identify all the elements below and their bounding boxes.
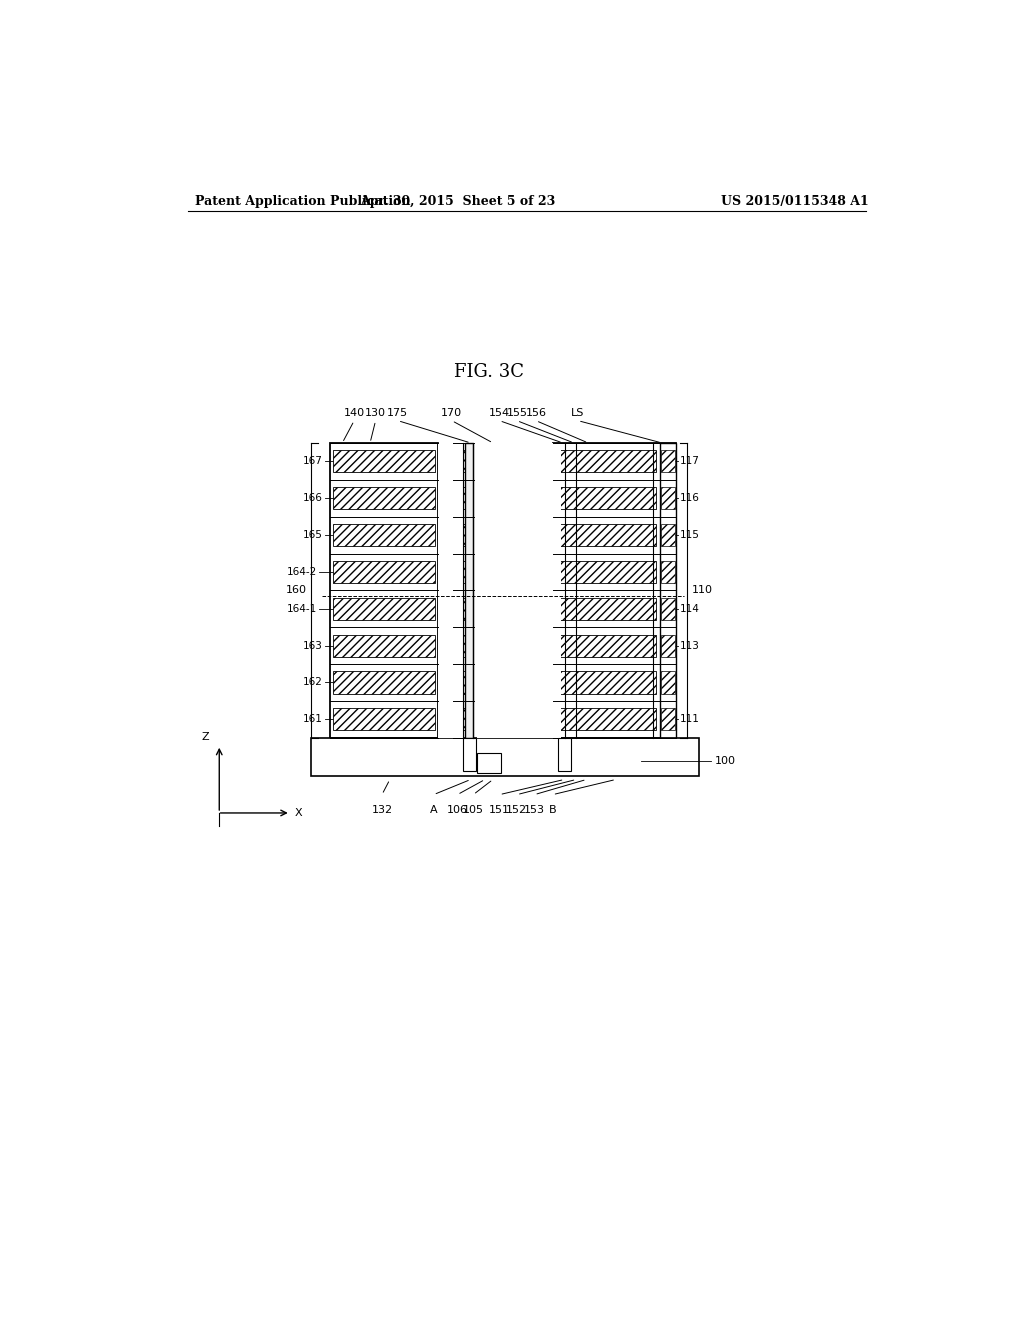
- Bar: [660, 598, 675, 620]
- Bar: [659, 444, 676, 738]
- Bar: [437, 444, 463, 738]
- Bar: [557, 635, 655, 656]
- Text: 161: 161: [302, 714, 323, 725]
- Text: Patent Application Publication: Patent Application Publication: [196, 194, 411, 207]
- Text: LS: LS: [571, 408, 585, 417]
- Text: 160: 160: [286, 585, 306, 595]
- Bar: [477, 752, 501, 774]
- Bar: [455, 561, 465, 583]
- Text: B: B: [549, 805, 556, 814]
- Text: 165: 165: [302, 531, 323, 540]
- Bar: [333, 635, 435, 656]
- Text: 154: 154: [488, 408, 510, 417]
- Bar: [557, 598, 655, 620]
- Text: FIG. 3C: FIG. 3C: [454, 363, 524, 381]
- Text: 117: 117: [680, 457, 699, 466]
- Bar: [558, 738, 570, 771]
- Bar: [333, 598, 435, 620]
- Text: 167: 167: [302, 457, 323, 466]
- Text: 162: 162: [302, 677, 323, 688]
- Text: A: A: [430, 805, 437, 814]
- Bar: [479, 755, 500, 772]
- Bar: [333, 709, 435, 730]
- Text: 140: 140: [344, 408, 365, 417]
- Text: 100: 100: [715, 756, 736, 766]
- Text: 115: 115: [680, 531, 699, 540]
- Bar: [660, 561, 675, 583]
- Bar: [557, 672, 655, 693]
- Bar: [660, 672, 675, 693]
- Bar: [557, 524, 655, 546]
- Bar: [455, 598, 465, 620]
- Bar: [557, 561, 655, 583]
- Bar: [557, 450, 655, 473]
- Bar: [463, 738, 475, 771]
- Bar: [455, 672, 465, 693]
- Bar: [455, 635, 465, 656]
- Text: 166: 166: [302, 494, 323, 503]
- Bar: [553, 444, 676, 738]
- Bar: [557, 487, 655, 510]
- Bar: [660, 450, 675, 473]
- Text: 114: 114: [680, 603, 699, 614]
- Bar: [333, 450, 435, 473]
- Bar: [660, 487, 675, 510]
- Text: 106: 106: [446, 805, 468, 814]
- Text: 130: 130: [366, 408, 386, 417]
- Text: 153: 153: [524, 805, 545, 814]
- Bar: [455, 487, 465, 510]
- Bar: [660, 709, 675, 730]
- Text: 116: 116: [680, 494, 699, 503]
- Bar: [333, 672, 435, 693]
- Text: 163: 163: [302, 640, 323, 651]
- Bar: [477, 444, 560, 738]
- Bar: [455, 709, 465, 730]
- Text: 151: 151: [488, 805, 510, 814]
- Bar: [333, 487, 435, 510]
- Bar: [333, 524, 435, 546]
- Bar: [333, 561, 435, 583]
- Bar: [557, 709, 655, 730]
- Text: Apr. 30, 2015  Sheet 5 of 23: Apr. 30, 2015 Sheet 5 of 23: [359, 194, 555, 207]
- Text: 155: 155: [506, 408, 527, 417]
- Bar: [310, 738, 699, 776]
- Text: 164-2: 164-2: [287, 568, 316, 577]
- Text: 175: 175: [387, 408, 409, 417]
- Text: 170: 170: [441, 408, 463, 417]
- Bar: [455, 450, 465, 473]
- Text: 132: 132: [372, 805, 392, 814]
- Text: 111: 111: [680, 714, 699, 725]
- Text: Z: Z: [201, 731, 209, 742]
- Text: US 2015/0115348 A1: US 2015/0115348 A1: [721, 194, 868, 207]
- Bar: [660, 524, 675, 546]
- Text: 105: 105: [463, 805, 483, 814]
- Bar: [455, 524, 465, 546]
- Text: 152: 152: [506, 805, 527, 814]
- Bar: [465, 444, 473, 738]
- Text: 156: 156: [525, 408, 547, 417]
- Text: X: X: [295, 808, 302, 818]
- Bar: [660, 635, 675, 656]
- Text: 164-1: 164-1: [287, 603, 316, 614]
- Text: 110: 110: [691, 585, 713, 595]
- Bar: [331, 444, 437, 738]
- Text: 113: 113: [680, 640, 699, 651]
